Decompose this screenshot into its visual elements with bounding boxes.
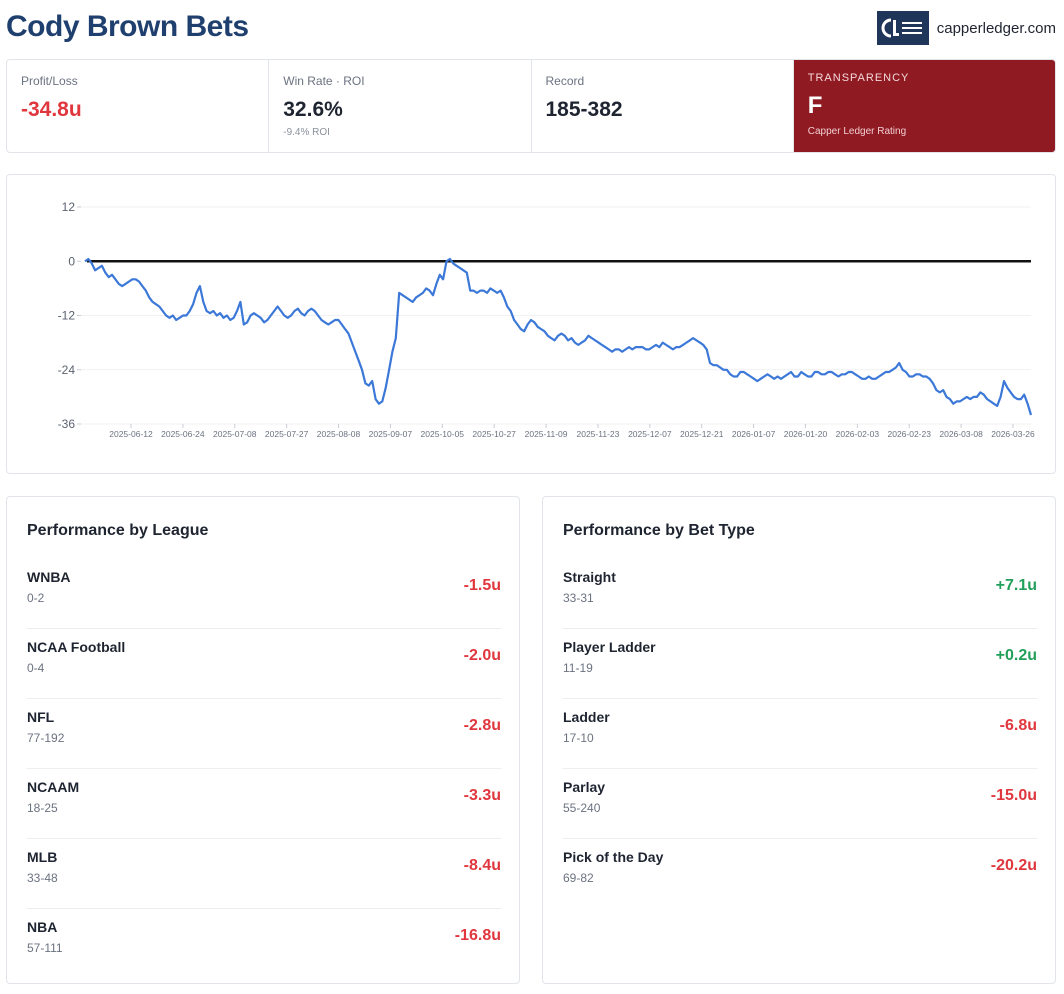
page-header: Cody Brown Bets capperledger.com	[0, 0, 1064, 58]
row-units: -20.2u	[990, 857, 1037, 874]
row-units: -3.3u	[463, 787, 501, 804]
x-tick-label: 2025-10-27	[472, 429, 516, 439]
row-name: Parlay	[563, 779, 606, 795]
x-tick-label: 2026-03-26	[991, 429, 1035, 439]
league-rows: WNBA 0-2 -1.5u NCAA Football 0-4 -2.0u NFL 77-1…	[27, 559, 501, 979]
page-title: Cody Brown Bets	[6, 10, 249, 43]
row-name: Player Ladder	[563, 639, 656, 655]
transparency-label: TRANSPARENCY	[807, 72, 910, 84]
stat-win-rate: Win Rate · ROI 32.6% -9.4% ROI	[269, 60, 532, 152]
x-tick-label: 2025-11-23	[577, 429, 620, 439]
row-name: NCAAM	[27, 779, 80, 795]
x-tick-label: 2025-06-12	[109, 429, 153, 439]
brand-link[interactable]: capperledger.com	[876, 10, 1056, 46]
logo-mark-icon	[881, 18, 922, 38]
stat-transparency: TRANSPARENCY F Capper Ledger Rating	[793, 60, 1055, 152]
y-tick-label: -36	[58, 417, 76, 431]
row-record: 33-31	[563, 591, 594, 605]
bet-type-performance-panel: Performance by Bet Type Straight 33-31 +7.…	[542, 496, 1056, 984]
performance-row: NFL 77-192 -2.8u	[27, 699, 501, 769]
row-units: -8.4u	[463, 857, 501, 874]
performance-row: Ladder 17-10 -6.8u	[563, 699, 1037, 769]
x-tick-label: 2025-08-08	[317, 429, 361, 439]
brand-domain: capperledger.com	[936, 19, 1056, 37]
row-record: 0-2	[27, 591, 45, 605]
performance-row: Parlay 55-240 -15.0u	[563, 769, 1037, 839]
stat-record: Record 185-382	[532, 60, 794, 152]
x-tick-label: 2025-07-08	[213, 429, 257, 439]
row-record: 57-111	[27, 941, 63, 955]
transparency-grade: F	[807, 92, 823, 119]
row-name: Pick of the Day	[563, 849, 664, 865]
stat-profit-loss: Profit/Loss -34.8u	[7, 60, 270, 152]
x-tick-label: 2025-07-27	[265, 429, 309, 439]
row-units: -15.0u	[990, 787, 1037, 804]
row-record: 77-192	[27, 731, 65, 745]
performance-row: NBA 57-111 -16.8u	[27, 909, 501, 979]
row-name: NBA	[27, 919, 58, 935]
performance-row: WNBA 0-2 -1.5u	[27, 559, 501, 629]
stats-bar: Profit/Loss -34.8u Win Rate · ROI 32.6% …	[6, 59, 1056, 153]
stat-label: Win Rate · ROI	[283, 74, 365, 88]
performance-row: NCAAM 18-25 -3.3u	[27, 769, 501, 839]
row-name: NFL	[27, 709, 55, 725]
performance-row: MLB 33-48 -8.4u	[27, 839, 501, 909]
row-record: 0-4	[27, 661, 45, 675]
row-units: +7.1u	[995, 577, 1037, 594]
stat-label: Record	[545, 74, 585, 88]
row-units: -1.5u	[463, 577, 501, 594]
performance-row: NCAA Football 0-4 -2.0u	[27, 629, 501, 699]
row-units: -2.0u	[463, 647, 501, 664]
y-tick-label: -24	[58, 363, 76, 377]
row-record: 69-82	[563, 871, 594, 885]
panel-title: Performance by Bet Type	[563, 522, 755, 539]
stat-value: -34.8u	[21, 98, 82, 121]
bet-type-rows: Straight 33-31 +7.1u Player Ladder 11-19 +0.2…	[563, 559, 1037, 909]
row-units: +0.2u	[995, 647, 1037, 664]
x-tick-label: 2025-12-07	[628, 429, 672, 439]
profit-chart-card: 12 0 -12 -24 -36 2025-06-12 2025-06-24 2025-07-…	[6, 174, 1056, 474]
row-record: 55-240	[563, 801, 601, 815]
x-tick-label: 2026-02-23	[887, 429, 931, 439]
y-tick-label: -12	[58, 309, 76, 323]
x-tick-label: 2025-11-09	[525, 429, 568, 439]
x-tick-label: 2026-01-20	[784, 429, 828, 439]
x-tick-label: 2026-02-03	[836, 429, 880, 439]
y-tick-label: 0	[68, 254, 75, 268]
performance-row: Straight 33-31 +7.1u	[563, 559, 1037, 629]
row-record: 11-19	[563, 661, 593, 675]
profit-line-chart: 12 0 -12 -24 -36 2025-06-12 2025-06-24 2025-07-…	[58, 200, 1035, 439]
performance-row: Pick of the Day 69-82 -20.2u	[563, 839, 1037, 909]
row-name: NCAA Football	[27, 639, 126, 655]
stat-label: Profit/Loss	[21, 74, 78, 88]
row-name: Straight	[563, 569, 616, 585]
stat-value: 32.6%	[283, 98, 343, 121]
capper-ledger-logo	[876, 11, 929, 45]
performance-row: Player Ladder 11-19 +0.2u	[563, 629, 1037, 699]
row-name: Ladder	[563, 709, 610, 725]
x-tick-label: 2025-10-05	[421, 429, 465, 439]
profit-series-line	[84, 257, 1033, 416]
x-tick-label: 2026-01-07	[732, 429, 776, 439]
panel-title: Performance by League	[27, 522, 209, 539]
row-name: MLB	[27, 849, 58, 865]
transparency-sub: Capper Ledger Rating	[807, 126, 907, 137]
x-tick-label: 2025-12-21	[680, 429, 724, 439]
row-record: 33-48	[27, 871, 58, 885]
stat-sub: -9.4% ROI	[283, 127, 330, 138]
row-units: -16.8u	[454, 927, 501, 944]
y-tick-label: 12	[62, 200, 76, 214]
row-name: WNBA	[27, 569, 71, 585]
row-record: 18-25	[27, 801, 58, 815]
row-record: 17-10	[563, 731, 594, 745]
row-units: -6.8u	[999, 717, 1037, 734]
league-performance-panel: Performance by League WNBA 0-2 -1.5u NCAA F…	[6, 496, 520, 984]
x-tick-label: 2026-03-08	[939, 429, 983, 439]
stat-value: 185-382	[545, 98, 623, 121]
row-units: -2.8u	[463, 717, 501, 734]
x-tick-label: 2025-06-24	[161, 429, 205, 439]
x-tick-label: 2025-09-07	[369, 429, 413, 439]
